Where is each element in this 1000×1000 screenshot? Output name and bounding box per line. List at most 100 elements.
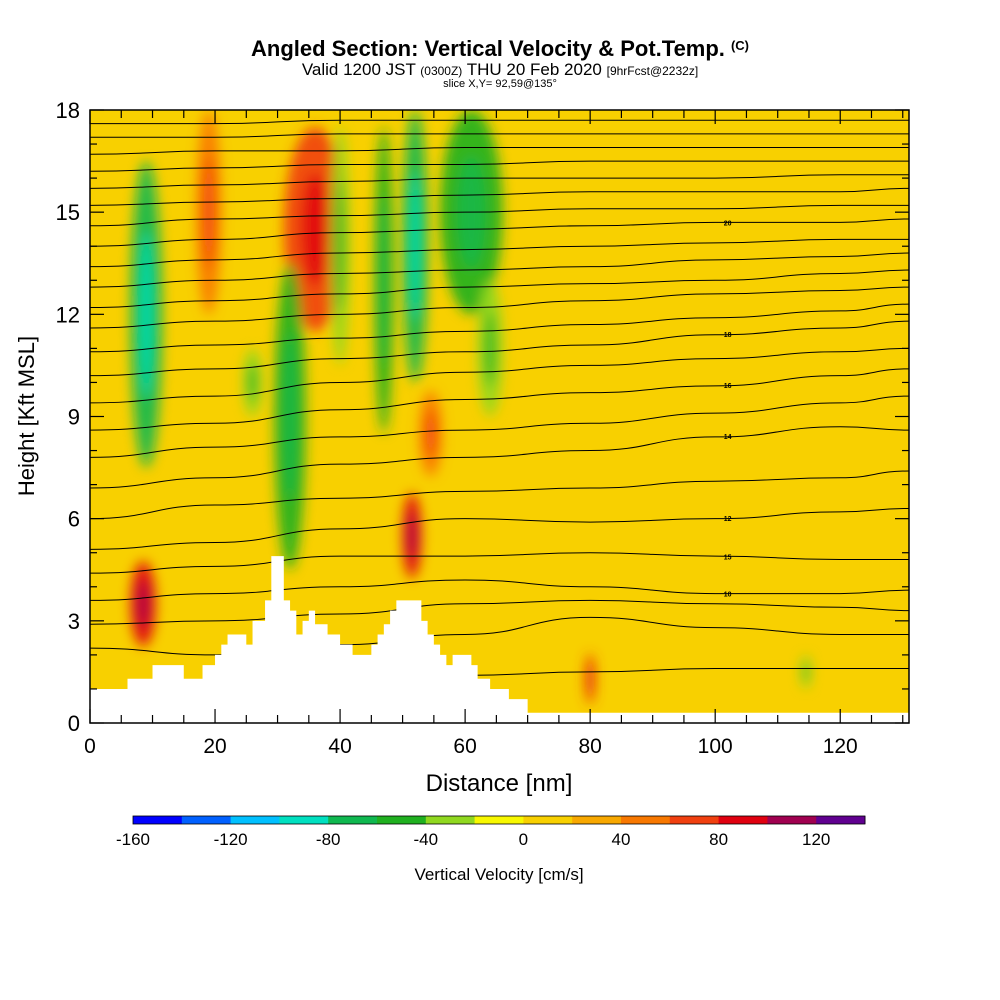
slice-info: slice X,Y= 92,59@135° xyxy=(443,78,557,90)
axes: 0 20 40 60 80 100 120 0 3 6 9 12 15 18 xyxy=(56,98,910,758)
colorbar-swatch-1 xyxy=(181,816,232,824)
colorbar-swatch-5 xyxy=(377,816,427,824)
isentrope-label-3: 10 xyxy=(724,592,732,599)
velocity-core-5 xyxy=(283,332,298,501)
velocity-core-3 xyxy=(248,363,257,402)
colorbar-swatch-12 xyxy=(718,816,768,824)
isentrope-line-14 xyxy=(90,269,909,309)
chart-title-text: Angled Section: Vertical Velocity & Pot.… xyxy=(251,36,725,61)
velocity-core-4 xyxy=(301,173,330,286)
colorbar-swatch-10 xyxy=(621,816,671,824)
isentrope-line-5 xyxy=(90,507,909,550)
velocity-core-14 xyxy=(587,664,593,693)
colorbar-tick-40: 40 xyxy=(612,830,631,849)
velocity-core-6 xyxy=(335,180,345,312)
x-tick-label-120: 120 xyxy=(823,735,858,758)
isentrope-label-11: 18 xyxy=(724,332,732,339)
velocity-core-12 xyxy=(484,310,496,386)
colorbar-swatch-0 xyxy=(133,816,183,824)
isentrope-label-17: 20 xyxy=(724,220,732,227)
colorbar-frame xyxy=(132,815,866,825)
velocity-core-7 xyxy=(379,195,389,365)
isentrope-line-24 xyxy=(90,119,909,125)
colorbar-swatch-3 xyxy=(279,816,329,824)
velocity-core-0 xyxy=(137,580,149,628)
colorbar-swatch-6 xyxy=(425,816,476,824)
velocity-core-13 xyxy=(803,662,809,682)
colorbar-swatch-7 xyxy=(474,816,524,824)
isentrope-line-20 xyxy=(90,174,909,189)
y-tick-label-15: 15 xyxy=(56,200,80,225)
velocity-core-9 xyxy=(407,512,417,560)
colorbar-tick-0: 0 xyxy=(519,830,528,849)
colorbar-tick-120: 120 xyxy=(802,830,830,849)
isentrope-line-13 xyxy=(90,286,909,329)
velocity-core-10 xyxy=(425,410,436,457)
chart-title: Angled Section: Vertical Velocity & Pot.… xyxy=(0,36,1000,62)
isentrope-line-17 xyxy=(90,218,909,247)
y-tick-label-0: 0 xyxy=(68,711,80,736)
colorbar-tick--40: -40 xyxy=(414,830,439,849)
colorbar-tick-80: 80 xyxy=(709,830,728,849)
isentrope-line-19 xyxy=(90,187,909,206)
isentrope-line-23 xyxy=(90,133,909,138)
forecast-info: [9hrFcst@2232z] xyxy=(606,64,699,78)
y-tick-label-18: 18 xyxy=(56,98,80,123)
colorbar-tick--80: -80 xyxy=(316,830,341,849)
colorbar-tick--160: -160 xyxy=(116,830,150,849)
isentrope-line-9 xyxy=(90,368,909,431)
isentrope-line-12 xyxy=(90,303,909,353)
valid-utc: (0300Z) xyxy=(420,64,463,78)
isentrope-line-3 xyxy=(90,579,909,601)
isentrope-line-21 xyxy=(90,160,909,172)
x-tick-label-40: 40 xyxy=(328,735,351,758)
y-tick-label-6: 6 xyxy=(68,507,80,532)
isentrope-line-10 xyxy=(90,347,909,404)
isentrope-line-6 xyxy=(90,470,909,520)
colorbar-tick--120: -120 xyxy=(214,830,248,849)
isentrope-line-11 xyxy=(90,320,909,377)
colorbar-swatch-9 xyxy=(572,816,622,824)
x-tick-label-60: 60 xyxy=(453,735,476,758)
copyright-mark: (C) xyxy=(730,38,749,53)
isentrope-line-18 xyxy=(90,204,909,227)
valid-date: THU 20 Feb 2020 xyxy=(466,60,602,79)
isentrope-line-7 xyxy=(90,426,909,489)
chart-subtitle: Valid 1200 JST (0300Z) THU 20 Feb 2020 [… xyxy=(0,60,1000,80)
y-tick-label-3: 3 xyxy=(68,609,80,634)
colorbar-swatch-11 xyxy=(669,816,720,824)
isentrope-line-8 xyxy=(90,395,909,458)
velocity-core-8 xyxy=(409,171,421,322)
x-tick-label-20: 20 xyxy=(203,735,226,758)
isentrope-label-5: 12 xyxy=(724,516,732,523)
isentrope-label-7: 14 xyxy=(724,434,732,441)
terrain xyxy=(90,556,909,723)
colorbar-swatch-14 xyxy=(816,816,866,824)
valid-time: Valid 1200 JST xyxy=(301,60,416,79)
colorbar: -160 -120 -80 -40 0 40 80 120 xyxy=(116,815,866,849)
y-tick-label-9: 9 xyxy=(68,405,80,430)
velocity-core-2 xyxy=(203,155,215,269)
isentropes: 10 15 12 14 16 18 20 xyxy=(90,119,909,693)
colorbar-swatch-13 xyxy=(767,816,817,824)
y-tick-label-12: 12 xyxy=(56,302,80,327)
colorbar-swatch-8 xyxy=(523,816,573,824)
x-tick-label-100: 100 xyxy=(698,735,733,758)
colorbar-label: Vertical Velocity [cm/s] xyxy=(414,865,583,884)
isentrope-line-2 xyxy=(90,599,909,625)
isentrope-line-22 xyxy=(90,146,909,155)
colorbar-swatch-4 xyxy=(328,816,378,824)
x-tick-label-0: 0 xyxy=(84,735,96,758)
isentrope-line-16 xyxy=(90,238,909,268)
isentrope-line-15 xyxy=(90,252,909,288)
colorbar-swatch-2 xyxy=(230,816,280,824)
x-axis-label: Distance [nm] xyxy=(426,770,573,797)
isentrope-label-4: 15 xyxy=(724,554,732,561)
isentrope-label-9: 16 xyxy=(724,383,732,390)
velocity-core-1 xyxy=(139,230,154,399)
isentrope-line-4 xyxy=(90,552,909,574)
x-tick-label-80: 80 xyxy=(578,735,601,758)
y-axis-label: Height [Kft MSL] xyxy=(14,336,39,496)
terrain-fill xyxy=(90,556,909,723)
